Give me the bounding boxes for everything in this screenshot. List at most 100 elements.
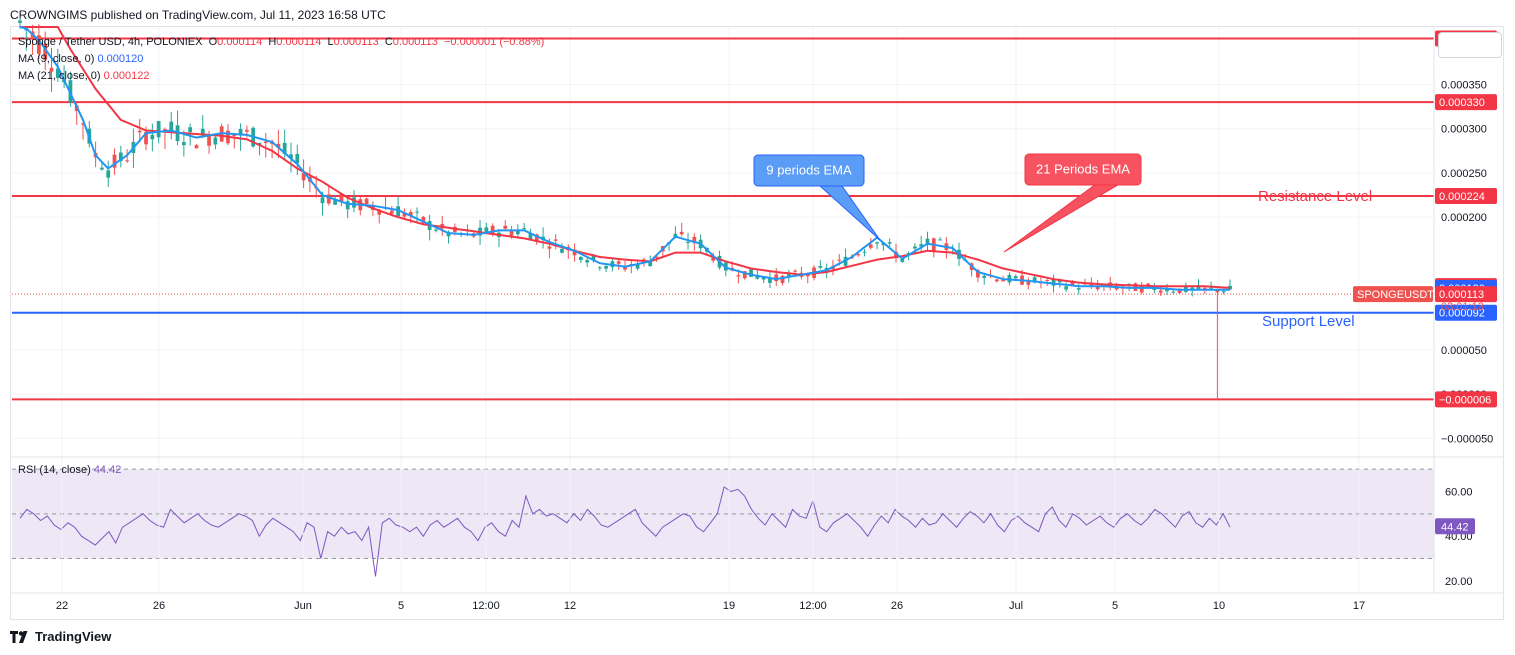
candle-body <box>169 121 174 132</box>
candle-body <box>616 261 621 264</box>
candle-body <box>188 127 193 133</box>
candle-body <box>711 257 716 261</box>
candle-body <box>1032 277 1037 283</box>
ema9-callout-box <box>753 154 865 187</box>
rsi-tick-label: 20.00 <box>1445 576 1473 588</box>
candle-body <box>238 128 243 136</box>
candle-body <box>761 277 766 280</box>
candle-body <box>1076 288 1081 290</box>
ohlc-legend: Sponge / Tether USD, 4h, POLONIEX O0.000… <box>18 36 545 48</box>
candle-body <box>55 68 60 78</box>
candle-body <box>1209 287 1213 289</box>
time-tick-label: 10 <box>1213 600 1225 612</box>
candle-body <box>1064 286 1069 290</box>
level-price-text: 0.000224 <box>1439 191 1485 203</box>
candle-body <box>490 225 495 234</box>
candle-body <box>503 225 508 229</box>
level-price-badge <box>1435 304 1497 321</box>
candle-body <box>339 193 344 202</box>
candle-body <box>522 228 527 230</box>
scale-toggle-button[interactable] <box>1438 32 1502 58</box>
candle-body <box>1001 280 1006 282</box>
candle-body <box>263 141 268 144</box>
ma9-value: 0.000120 <box>97 53 144 65</box>
time-tick-label: 12:00 <box>472 600 500 612</box>
candle-body <box>768 277 772 283</box>
candle-body <box>320 197 325 204</box>
candle-body <box>1196 285 1201 290</box>
price-badge <box>1435 286 1497 303</box>
candle-body <box>389 210 394 214</box>
level-price-text: 0.000092 <box>1439 308 1485 320</box>
candle-body <box>919 244 924 247</box>
candle-body <box>894 251 898 258</box>
candle-body <box>805 274 810 277</box>
candle-body <box>1095 285 1100 290</box>
price-tick-label: 0.000250 <box>1441 168 1487 180</box>
candle-body <box>837 259 842 261</box>
candle-body <box>868 244 873 248</box>
candle-body <box>276 143 281 148</box>
candles <box>18 17 1232 400</box>
level-price-badge <box>1435 391 1497 408</box>
candle-body <box>679 231 684 235</box>
candle-body <box>560 248 564 253</box>
candle-body <box>213 137 218 145</box>
grid <box>12 27 1434 593</box>
tradingview-logo[interactable]: TradingView <box>10 629 111 644</box>
candle-body <box>43 43 48 60</box>
candle-body <box>181 142 186 146</box>
candle-body <box>326 194 331 204</box>
rsi-panel <box>12 468 1434 577</box>
candle-body <box>112 154 117 168</box>
support-label: Support Level <box>1262 313 1355 330</box>
time-tick-label: 12 <box>564 600 576 612</box>
candle-body <box>938 239 942 241</box>
ma9-legend: MA (9, close, 0) 0.000120 <box>18 53 144 65</box>
candle-body <box>572 249 577 256</box>
time-tick-label: 26 <box>891 600 903 612</box>
candle-body <box>994 279 999 282</box>
ema9-line <box>19 26 1230 291</box>
level-price-text: 0.000330 <box>1439 97 1485 109</box>
candle-body <box>1177 288 1182 294</box>
price-tick-label: −0.000050 <box>1441 433 1493 445</box>
candle-body <box>1202 287 1207 289</box>
candle-body <box>49 67 54 72</box>
candle-body <box>100 167 104 170</box>
candle-body <box>484 227 489 234</box>
open-value: 0.000114 <box>217 36 263 48</box>
candle-body <box>1158 290 1163 293</box>
candle-body <box>289 154 293 159</box>
candle-body <box>648 261 653 267</box>
time-tick-label: 5 <box>398 600 404 612</box>
time-tick-label: 12:00 <box>799 600 827 612</box>
time-tick-label: Jul <box>1009 600 1023 612</box>
candle-body <box>591 254 596 260</box>
symbol-badge <box>1353 286 1433 303</box>
ema21-callout-box <box>1024 153 1142 186</box>
candle-body <box>534 234 539 242</box>
candle-body <box>345 201 350 210</box>
moving-averages <box>19 26 1231 291</box>
candle-body <box>597 267 602 269</box>
price-tick-label: 0.000050 <box>1441 345 1487 357</box>
candle-body <box>118 152 123 161</box>
ema9-callout-text: 9 periods EMA <box>766 163 852 178</box>
publish-header: CROWNGIMS published on TradingView.com, … <box>10 8 386 22</box>
candle-body <box>137 130 142 133</box>
rsi-value: 44.42 <box>93 464 122 476</box>
candle-body <box>1070 281 1075 285</box>
countdown-text: 03:01:13 <box>1441 301 1484 313</box>
candle-body <box>200 128 205 136</box>
rsi-legend: RSI (14, close) 44.42 <box>18 464 122 476</box>
candle-body <box>875 242 879 244</box>
candle-body <box>1026 281 1031 285</box>
candle-body <box>1013 276 1018 279</box>
candle-body <box>547 246 552 249</box>
candle-body <box>408 212 413 216</box>
candle-body <box>150 134 155 140</box>
candle-body <box>1184 285 1188 292</box>
candle-body <box>553 239 558 241</box>
